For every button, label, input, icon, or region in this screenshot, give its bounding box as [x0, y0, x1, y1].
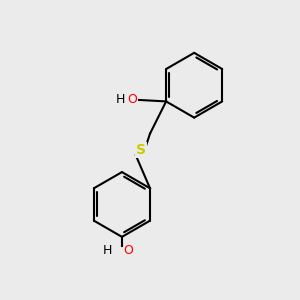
- Text: H: H: [116, 93, 125, 106]
- Text: O: O: [128, 93, 137, 106]
- Text: S: S: [136, 143, 146, 157]
- Text: H: H: [103, 244, 112, 256]
- Text: O: O: [123, 244, 133, 256]
